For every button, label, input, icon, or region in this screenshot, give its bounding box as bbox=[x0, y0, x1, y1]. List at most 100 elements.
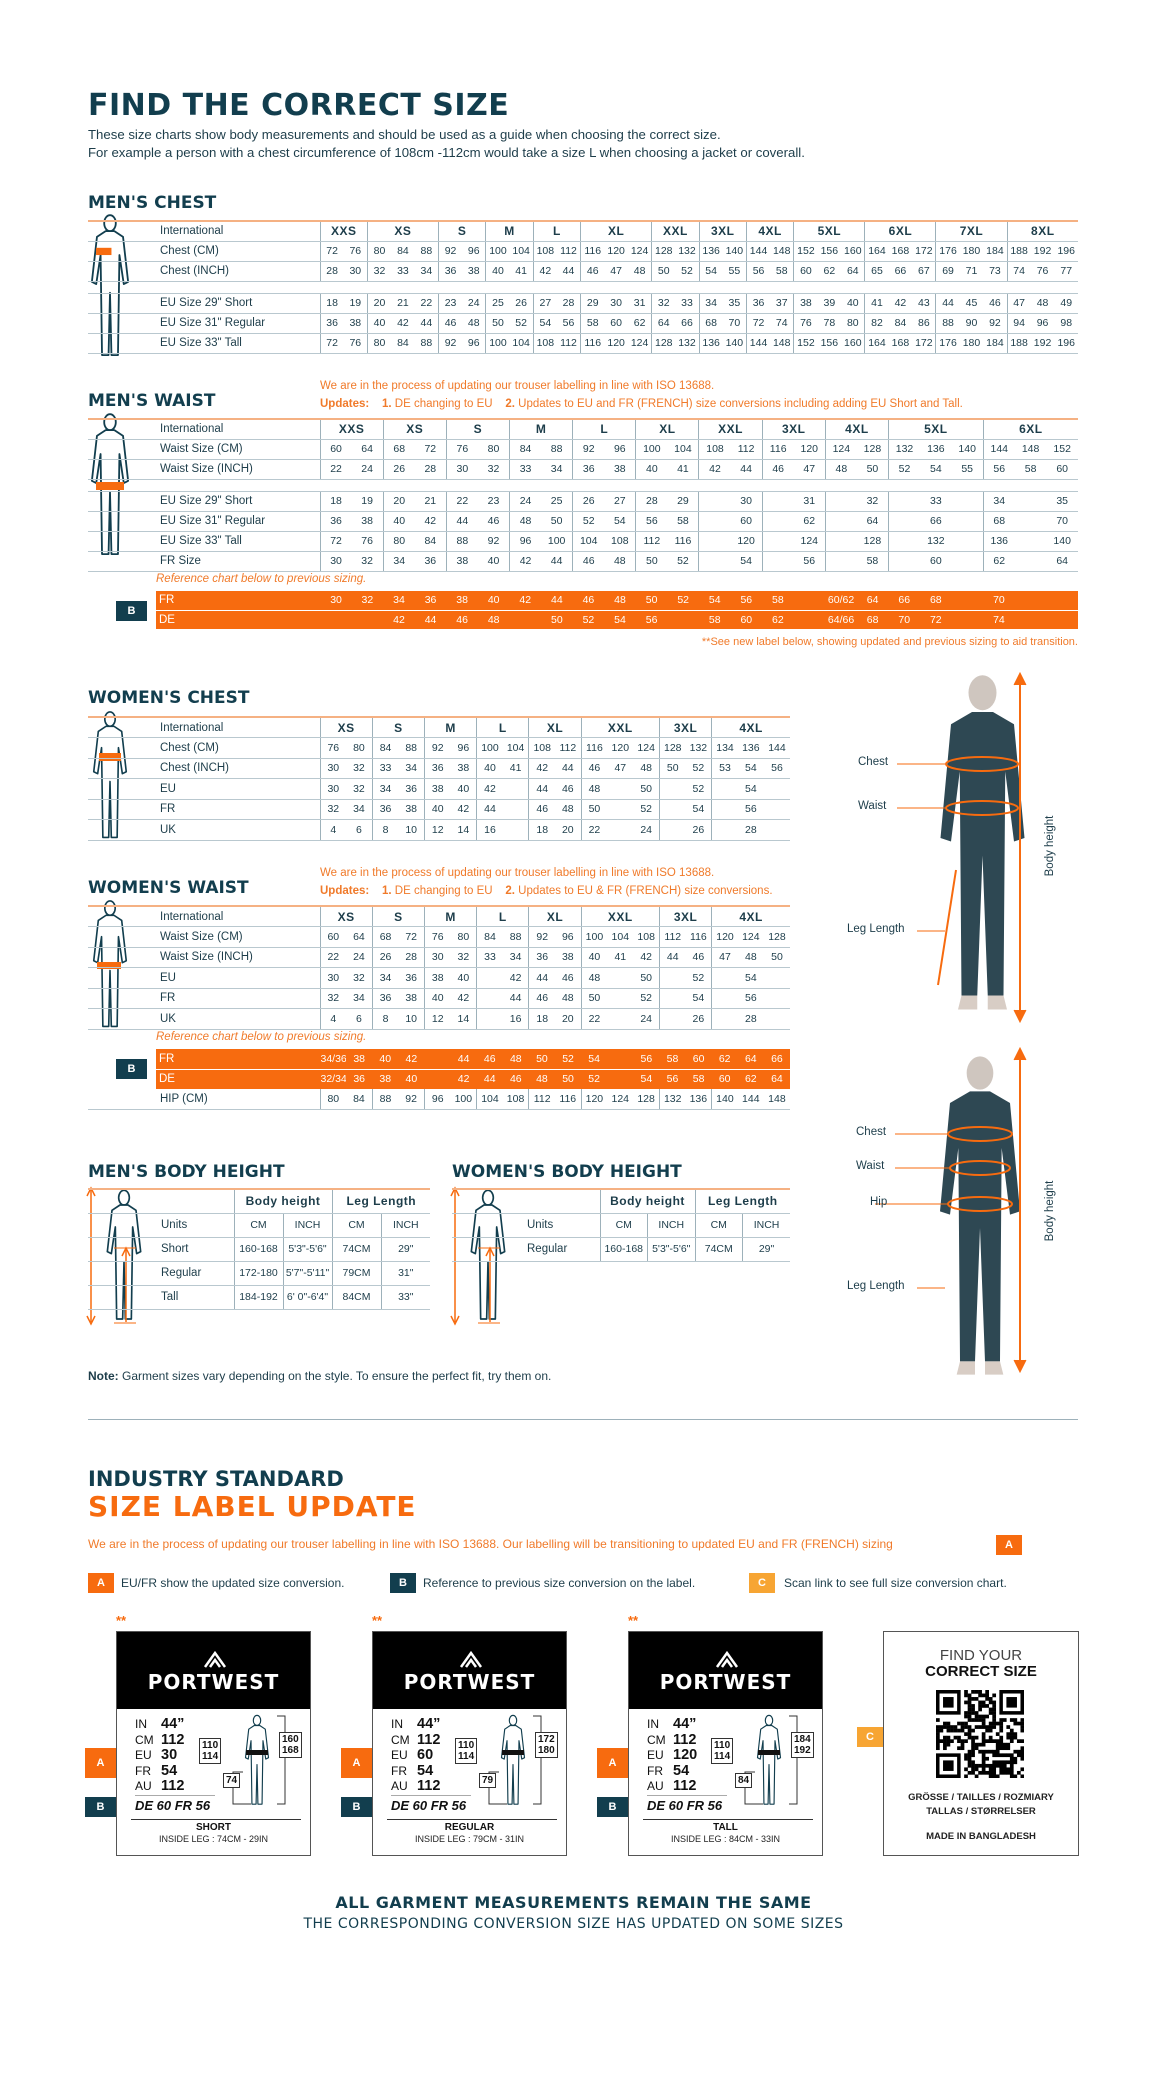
table-cell: 12 bbox=[423, 1008, 451, 1030]
table-cell: 80 bbox=[346, 737, 373, 759]
label-header: PORTWEST bbox=[117, 1632, 310, 1709]
size-lines: IN 44” CM 112 EU 30 FR 54 AU 112 bbox=[135, 1716, 184, 1795]
table-cell: 46 bbox=[502, 1069, 529, 1090]
table-cell: 40 bbox=[580, 947, 608, 968]
woman-measurement-photo: Chest Waist Hip Leg Length Body height bbox=[820, 1040, 1120, 1390]
mens-body-height-heading: MEN'S BODY HEIGHT bbox=[88, 1162, 285, 1182]
waist-box: 110 114 bbox=[711, 1738, 734, 1764]
previous-sizes: DE 60 FR 56 bbox=[135, 1798, 211, 1813]
table-cell bbox=[698, 491, 731, 512]
table-cell bbox=[887, 531, 921, 552]
legend-text-b: Reference to previous size conversion on… bbox=[423, 1576, 696, 1590]
size-unit: AU bbox=[647, 1779, 664, 1793]
table-cell: 160-168 bbox=[599, 1237, 648, 1262]
table-cell: 88 bbox=[414, 241, 439, 262]
table-cell bbox=[319, 610, 352, 630]
table-cell: 52 bbox=[667, 591, 699, 611]
size-group-header: XL bbox=[528, 905, 582, 927]
table-cell: 20 bbox=[555, 819, 582, 841]
table-cell bbox=[761, 511, 794, 532]
table-cell: 56 bbox=[763, 758, 791, 779]
table-cell: 22 bbox=[319, 947, 347, 968]
table-cell: 80 bbox=[382, 531, 415, 552]
table-cell: 80 bbox=[477, 439, 510, 460]
table-cell: 80 bbox=[366, 241, 392, 262]
header-label: International bbox=[88, 905, 320, 927]
table-cell: CM bbox=[599, 1213, 648, 1238]
table-cell: 46 bbox=[572, 591, 605, 611]
table-cell bbox=[1014, 491, 1047, 512]
notice-text: We are in the process of updating our tr… bbox=[320, 380, 715, 392]
table-row: Chest (INCH) 30 32 33 34 36 38 40 41 42 44 46 47 48 50… bbox=[88, 758, 791, 779]
table-cell: 54 bbox=[532, 313, 557, 334]
size-group-header: XL bbox=[528, 716, 582, 738]
table-cell: 56 bbox=[635, 511, 668, 532]
table-cell: 41 bbox=[667, 459, 699, 480]
table-cell: 112 bbox=[555, 737, 582, 759]
table-cell: 31 bbox=[793, 491, 826, 512]
double-asterisk-marker: ** bbox=[628, 1613, 639, 1628]
table-cell: 44 bbox=[528, 778, 556, 800]
table-row: Short 160-168 5'3"-5'6" 74CM 29" bbox=[88, 1237, 431, 1262]
table-cell: 172-180 bbox=[233, 1261, 283, 1286]
height-min: 172 bbox=[538, 1734, 555, 1745]
table-cell: 30 bbox=[319, 758, 347, 779]
table-cell: 42 bbox=[398, 1049, 425, 1070]
table-cell: 49 bbox=[1054, 293, 1079, 314]
womens-waist-reference-table: FR 34/36 38 40 42 44 46 48 50 52 54 56 58 60 62 64 66 DE 3… bbox=[156, 1049, 790, 1090]
table-cell: 48 bbox=[528, 1069, 555, 1090]
table-cell: 156 bbox=[817, 333, 842, 354]
table-cell: 188 bbox=[1006, 241, 1031, 262]
table-cell: 42 bbox=[698, 459, 731, 480]
table-cell: 6 bbox=[346, 819, 373, 841]
table-cell: 120 bbox=[711, 926, 738, 948]
separator bbox=[131, 1819, 301, 1820]
table-cell: 27 bbox=[532, 293, 557, 314]
table-cell: 19 bbox=[351, 491, 384, 512]
row-label: Waist Size (INCH) bbox=[88, 947, 320, 968]
badge-b: B bbox=[597, 1797, 628, 1817]
table-cell: 74CM bbox=[694, 1237, 743, 1262]
table-cell: 48 bbox=[555, 988, 582, 1009]
size-group-header: L bbox=[572, 418, 636, 440]
table-cell: 30 bbox=[730, 491, 763, 512]
table-cell: 112 bbox=[528, 1089, 555, 1110]
intro-text: These size charts show body measurements… bbox=[88, 126, 805, 162]
table-cell: 70 bbox=[888, 610, 920, 630]
table-row: Tall 184-192 6' 0"-6'4" 84CM 33" bbox=[88, 1285, 431, 1310]
brand-name: PORTWEST bbox=[147, 1670, 280, 1694]
table-cell: 52 bbox=[685, 778, 712, 800]
double-asterisk-marker: ** bbox=[372, 1613, 383, 1628]
table-cell bbox=[711, 988, 738, 1009]
size-header-row: International XS S M L XL XXL 3XL 4XL bbox=[88, 716, 791, 738]
table-cell: 56 bbox=[793, 551, 826, 572]
qr-code-icon[interactable] bbox=[936, 1690, 1024, 1778]
table-cell: 44 bbox=[414, 610, 447, 630]
table-cell: 60 bbox=[604, 313, 628, 334]
table-cell: 62 bbox=[737, 1069, 764, 1090]
size-lines: IN 44” CM 112 EU 120 FR 54 AU 112 bbox=[647, 1716, 697, 1795]
table-cell: 29" bbox=[742, 1237, 791, 1262]
mens-waist-reference-table: FR 30 32 34 36 38 40 42 44 46 48 50 52 54 56 58 60/62 64 6… bbox=[156, 591, 1078, 630]
table-cell: 48 bbox=[604, 551, 636, 572]
table-cell: 80 bbox=[366, 333, 392, 354]
table-cell: 100 bbox=[635, 439, 668, 460]
table-cell: 92 bbox=[983, 313, 1008, 334]
table-cell: 40 bbox=[485, 261, 510, 282]
table-cell: 36 bbox=[423, 758, 451, 779]
previous-sizes: DE 60 FR 56 bbox=[647, 1798, 723, 1813]
table-cell: 136 bbox=[737, 737, 764, 759]
table-cell: 36 bbox=[414, 551, 447, 572]
table-cell bbox=[711, 799, 738, 820]
table-cell bbox=[951, 511, 984, 532]
table-cell: 36 bbox=[398, 967, 425, 989]
table-cell: 40 bbox=[366, 313, 392, 334]
table-cell: 32 bbox=[351, 591, 384, 611]
table-cell: 62 bbox=[762, 610, 794, 630]
table-cell: 144 bbox=[745, 333, 771, 354]
table-row: Chest (INCH) 28 30 32 33 34 36 38 40 41 42 44 46 47 48… bbox=[88, 261, 1079, 282]
table-cell: 46 bbox=[761, 459, 794, 480]
table-cell: 32/34 bbox=[319, 1069, 347, 1090]
table-cell: 44 bbox=[658, 947, 686, 968]
size-group-header: S bbox=[445, 418, 510, 440]
